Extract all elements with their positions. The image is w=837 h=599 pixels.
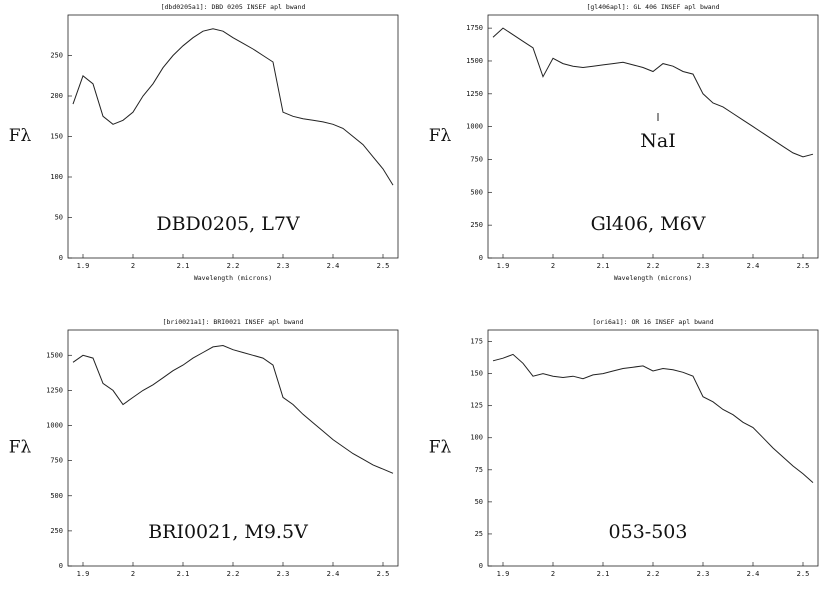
y-tick-label: 0 — [479, 254, 483, 262]
x-tick-label: 2.5 — [797, 262, 810, 270]
annotation-text: NaI — [640, 130, 675, 152]
y-tick-label: 150 — [50, 133, 63, 141]
y-tick-label: 0 — [479, 562, 483, 570]
x-axis-label: Wavelength (microns) — [614, 274, 692, 282]
x-axis-label: Wavelength (microns) — [194, 274, 272, 282]
chart-title: [ori6a1]: OR 16 INSEF apl bwand — [592, 318, 713, 326]
y-axis-label: Fλ — [9, 438, 32, 458]
y-tick-label: 250 — [50, 527, 63, 535]
y-tick-label: 0 — [59, 254, 63, 262]
y-tick-label: 200 — [50, 92, 63, 100]
x-tick-label: 2.5 — [377, 262, 390, 270]
spectrum-label: Gl406, M6V — [591, 213, 706, 235]
y-tick-label: 250 — [50, 52, 63, 60]
x-tick-label: 2.4 — [327, 570, 340, 578]
y-tick-label: 50 — [475, 498, 483, 506]
x-tick-label: 1.9 — [77, 570, 90, 578]
x-tick-label: 2.2 — [647, 262, 660, 270]
y-tick-label: 1500 — [466, 57, 483, 65]
x-tick-label: 2 — [131, 262, 135, 270]
spectrum-label: BRI0021, M9.5V — [148, 521, 308, 543]
spectrum-line — [72, 344, 394, 474]
x-tick-label: 2.2 — [647, 570, 660, 578]
x-tick-label: 2.2 — [227, 570, 240, 578]
x-tick-label: 2.4 — [327, 262, 340, 270]
x-tick-label: 2.5 — [797, 570, 810, 578]
x-tick-label: 2 — [551, 262, 555, 270]
y-axis-label: Fλ — [9, 126, 32, 146]
y-tick-label: 750 — [50, 457, 63, 465]
x-tick-label: 2.1 — [177, 262, 190, 270]
chart-title: [bri0021a1]: BRI0021 INSEF apl bwand — [163, 318, 304, 326]
x-tick-label: 2.1 — [597, 570, 610, 578]
y-axis-label: Fλ — [429, 438, 452, 458]
y-tick-label: 50 — [55, 214, 63, 222]
x-tick-label: 2.1 — [597, 262, 610, 270]
x-tick-label: 2.3 — [697, 570, 710, 578]
spectrum-line — [492, 353, 814, 483]
y-tick-label: 1250 — [46, 386, 63, 394]
x-tick-label: 1.9 — [77, 262, 90, 270]
spectrum-line — [492, 27, 814, 158]
chart-title: [dbd0205a1]: DBD 0205 INSEF apl bwand — [161, 3, 306, 11]
x-tick-label: 2 — [131, 570, 135, 578]
x-tick-label: 2.1 — [177, 570, 190, 578]
x-tick-label: 1.9 — [497, 262, 510, 270]
y-tick-label: 100 — [50, 173, 63, 181]
chart-title: [gl406apl]: GL 406 INSEF apl bwand — [586, 3, 719, 11]
y-tick-label: 25 — [475, 530, 483, 538]
y-tick-label: 1500 — [46, 351, 63, 359]
spectrum-label: DBD0205, L7V — [156, 213, 300, 235]
y-tick-label: 500 — [50, 492, 63, 500]
spectrum-line — [72, 28, 394, 186]
y-tick-label: 75 — [475, 466, 483, 474]
x-tick-label: 2 — [551, 570, 555, 578]
x-tick-label: 2.2 — [227, 262, 240, 270]
y-tick-label: 100 — [470, 434, 483, 442]
x-tick-label: 2.3 — [277, 570, 290, 578]
x-tick-label: 2.5 — [377, 570, 390, 578]
x-tick-label: 2.3 — [277, 262, 290, 270]
y-axis-label: Fλ — [429, 126, 452, 146]
x-tick-label: 2.4 — [747, 570, 760, 578]
x-tick-label: 1.9 — [497, 570, 510, 578]
y-tick-label: 0 — [59, 562, 63, 570]
y-tick-label: 250 — [470, 221, 483, 229]
x-tick-label: 2.4 — [747, 262, 760, 270]
y-tick-label: 150 — [470, 370, 483, 378]
y-tick-label: 1000 — [466, 123, 483, 131]
y-tick-label: 1750 — [466, 24, 483, 32]
x-tick-label: 2.3 — [697, 262, 710, 270]
spectrum-label: 053-503 — [609, 521, 688, 543]
y-tick-label: 125 — [470, 402, 483, 410]
y-tick-label: 750 — [470, 155, 483, 163]
y-tick-label: 500 — [470, 188, 483, 196]
y-tick-label: 175 — [470, 338, 483, 346]
y-tick-label: 1000 — [46, 422, 63, 430]
y-tick-label: 1250 — [466, 90, 483, 98]
